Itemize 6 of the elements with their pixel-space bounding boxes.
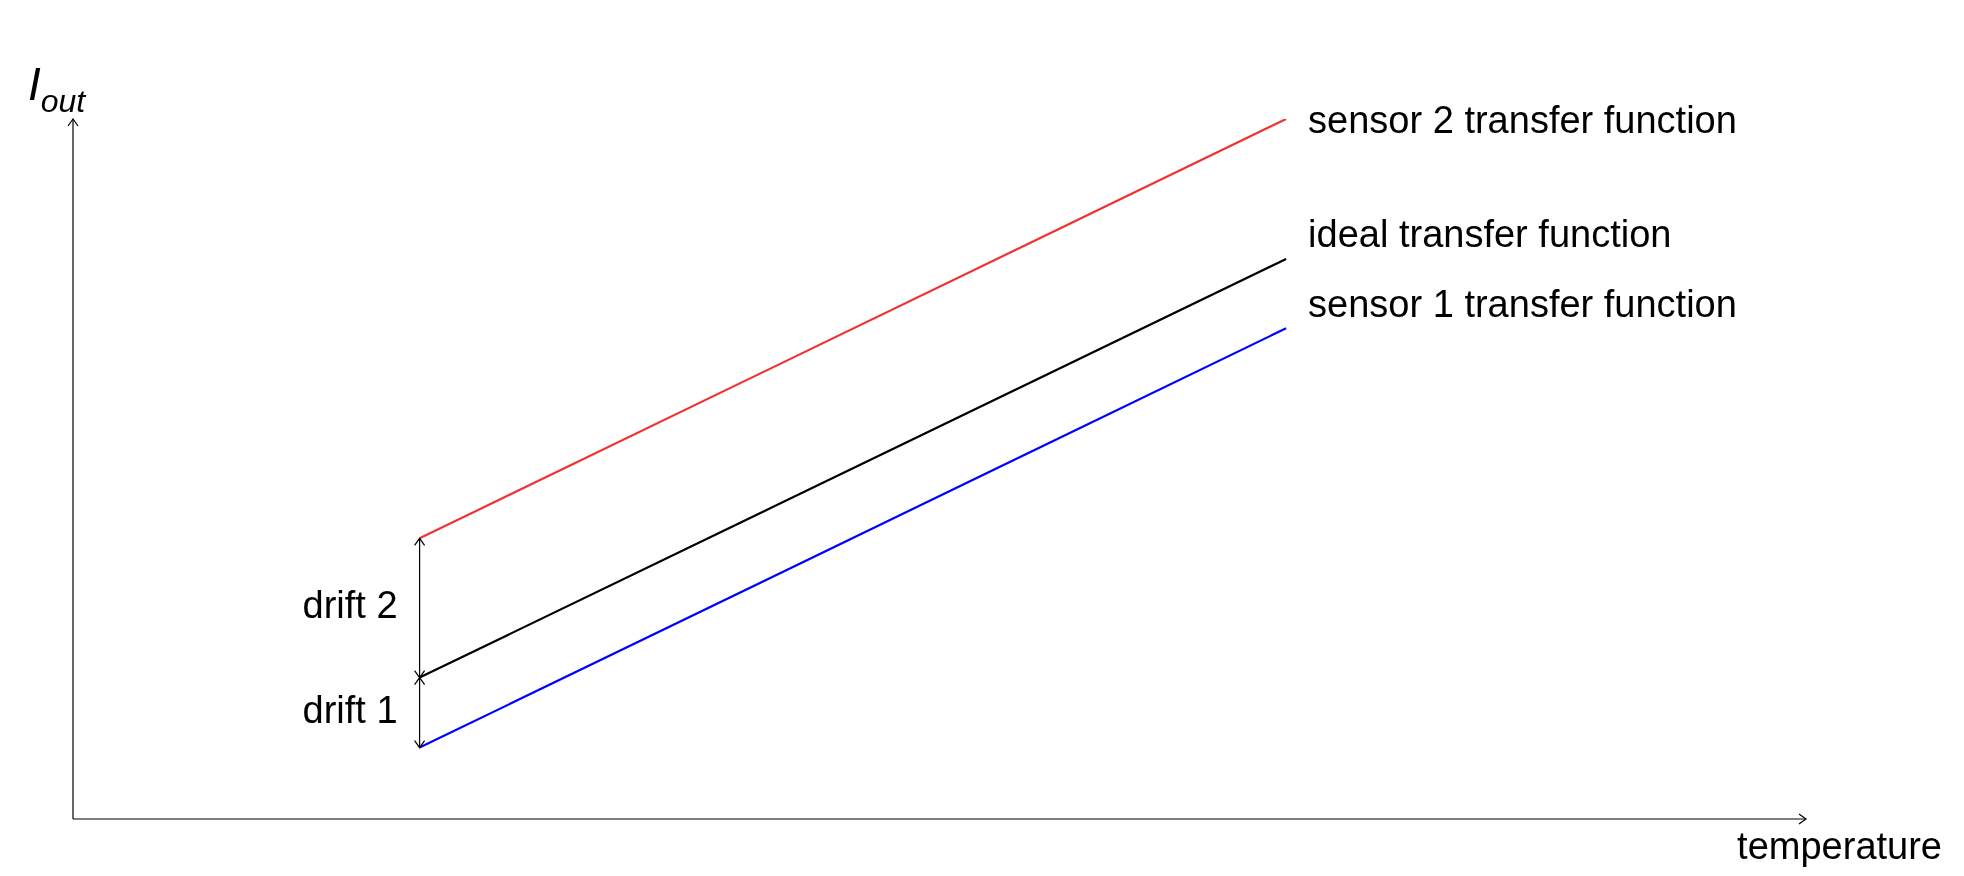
annotation: drift 1: [302, 689, 398, 732]
series-label: ideal transfer function: [1308, 213, 1672, 256]
series-label: sensor 2 transfer function: [1308, 99, 1737, 142]
series-label: sensor 1 transfer function: [1308, 282, 1737, 325]
annotation: drift 2: [302, 584, 398, 627]
x-axis-title: temperature: [1737, 825, 1942, 867]
